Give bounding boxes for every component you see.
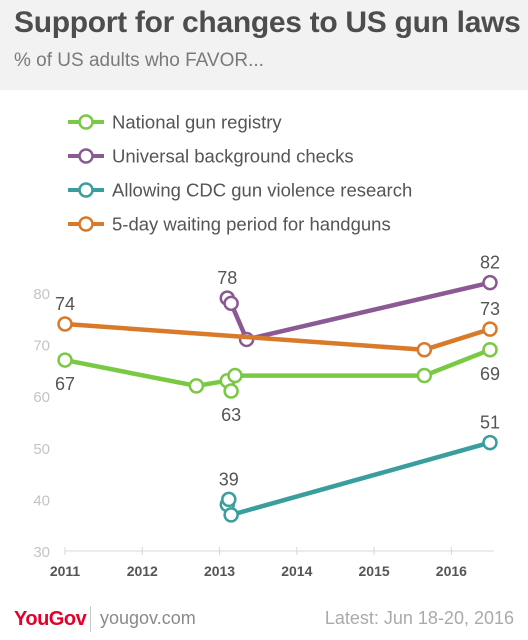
data-label: 78 (217, 268, 237, 288)
x-tick-label: 2015 (359, 563, 390, 579)
data-point (57, 352, 73, 368)
latest-date: Latest: Jun 18-20, 2016 (324, 608, 514, 628)
legend-swatch-marker (78, 182, 94, 198)
data-point (223, 507, 239, 523)
legend-swatch-marker (78, 148, 94, 164)
legend: National gun registry Universal backgroun… (68, 112, 412, 235)
data-point (482, 434, 498, 451)
legend-label: Allowing CDC gun violence research (112, 180, 412, 201)
legend-swatch-marker (78, 216, 94, 232)
line-chart: National gun registry Universal backgroun… (33, 112, 500, 580)
data-point (223, 295, 239, 312)
series-group: 67 63 69 78 82 39 51 74 73 (55, 253, 500, 523)
series-line (225, 440, 493, 518)
series-5-day-waiting-period-for-handguns: 74 73 (55, 294, 500, 358)
data-label: 82 (480, 253, 500, 273)
chart-title: Support for changes to US gun laws (14, 6, 521, 39)
legend-swatch-marker (78, 114, 94, 130)
data-point (482, 274, 498, 291)
series-national-gun-registry: 67 63 69 (55, 342, 500, 425)
y-tick-label: 50 (33, 441, 50, 458)
data-point (221, 491, 237, 508)
data-point (227, 367, 243, 384)
data-point (482, 342, 498, 358)
y-tick-label: 60 (33, 389, 50, 406)
axes: 2011 2012 2013 2014 2015 2016 30 40 50 60 70 80 (33, 286, 494, 579)
x-tick-label: 2012 (127, 563, 158, 579)
data-point (57, 316, 73, 332)
footer: YouGov yougov.com Latest: Jun 18-20, 201… (0, 596, 528, 640)
yougov-url: yougov.com (100, 608, 196, 628)
y-tick-label: 70 (33, 338, 50, 355)
data-label: 51 (480, 413, 500, 433)
x-tick-label: 2013 (204, 563, 235, 579)
series-universal-background-checks: 78 82 (217, 253, 500, 348)
series-line (225, 280, 493, 342)
data-point (223, 383, 239, 399)
legend-label: Universal background checks (112, 146, 354, 167)
y-tick-label: 30 (33, 544, 50, 561)
chart-subtitle: % of US adults who FAVOR... (14, 50, 264, 71)
data-point (416, 342, 433, 358)
data-label: 63 (221, 405, 241, 425)
data-point (416, 367, 433, 384)
data-label: 74 (55, 294, 75, 314)
data-label: 67 (55, 374, 75, 394)
x-tick-label: 2014 (281, 563, 312, 579)
y-tick-label: 40 (33, 492, 50, 509)
data-point (188, 378, 205, 394)
legend-label: 5-day waiting period for handguns (112, 214, 391, 235)
data-label: 73 (480, 299, 500, 319)
chart-header: Support for changes to US gun laws % of … (0, 0, 528, 90)
yougov-logo: YouGov (14, 608, 87, 630)
data-label: 69 (480, 364, 500, 384)
brand-divider (90, 606, 91, 632)
y-tick-label: 80 (33, 286, 50, 303)
series-allowing-cdc-gun-violence-research: 39 51 (219, 413, 500, 523)
legend-label: National gun registry (112, 112, 282, 133)
data-point (482, 321, 498, 337)
x-tick-label: 2016 (436, 563, 467, 579)
data-label: 39 (219, 469, 239, 489)
x-tick-label: 2011 (50, 563, 81, 579)
